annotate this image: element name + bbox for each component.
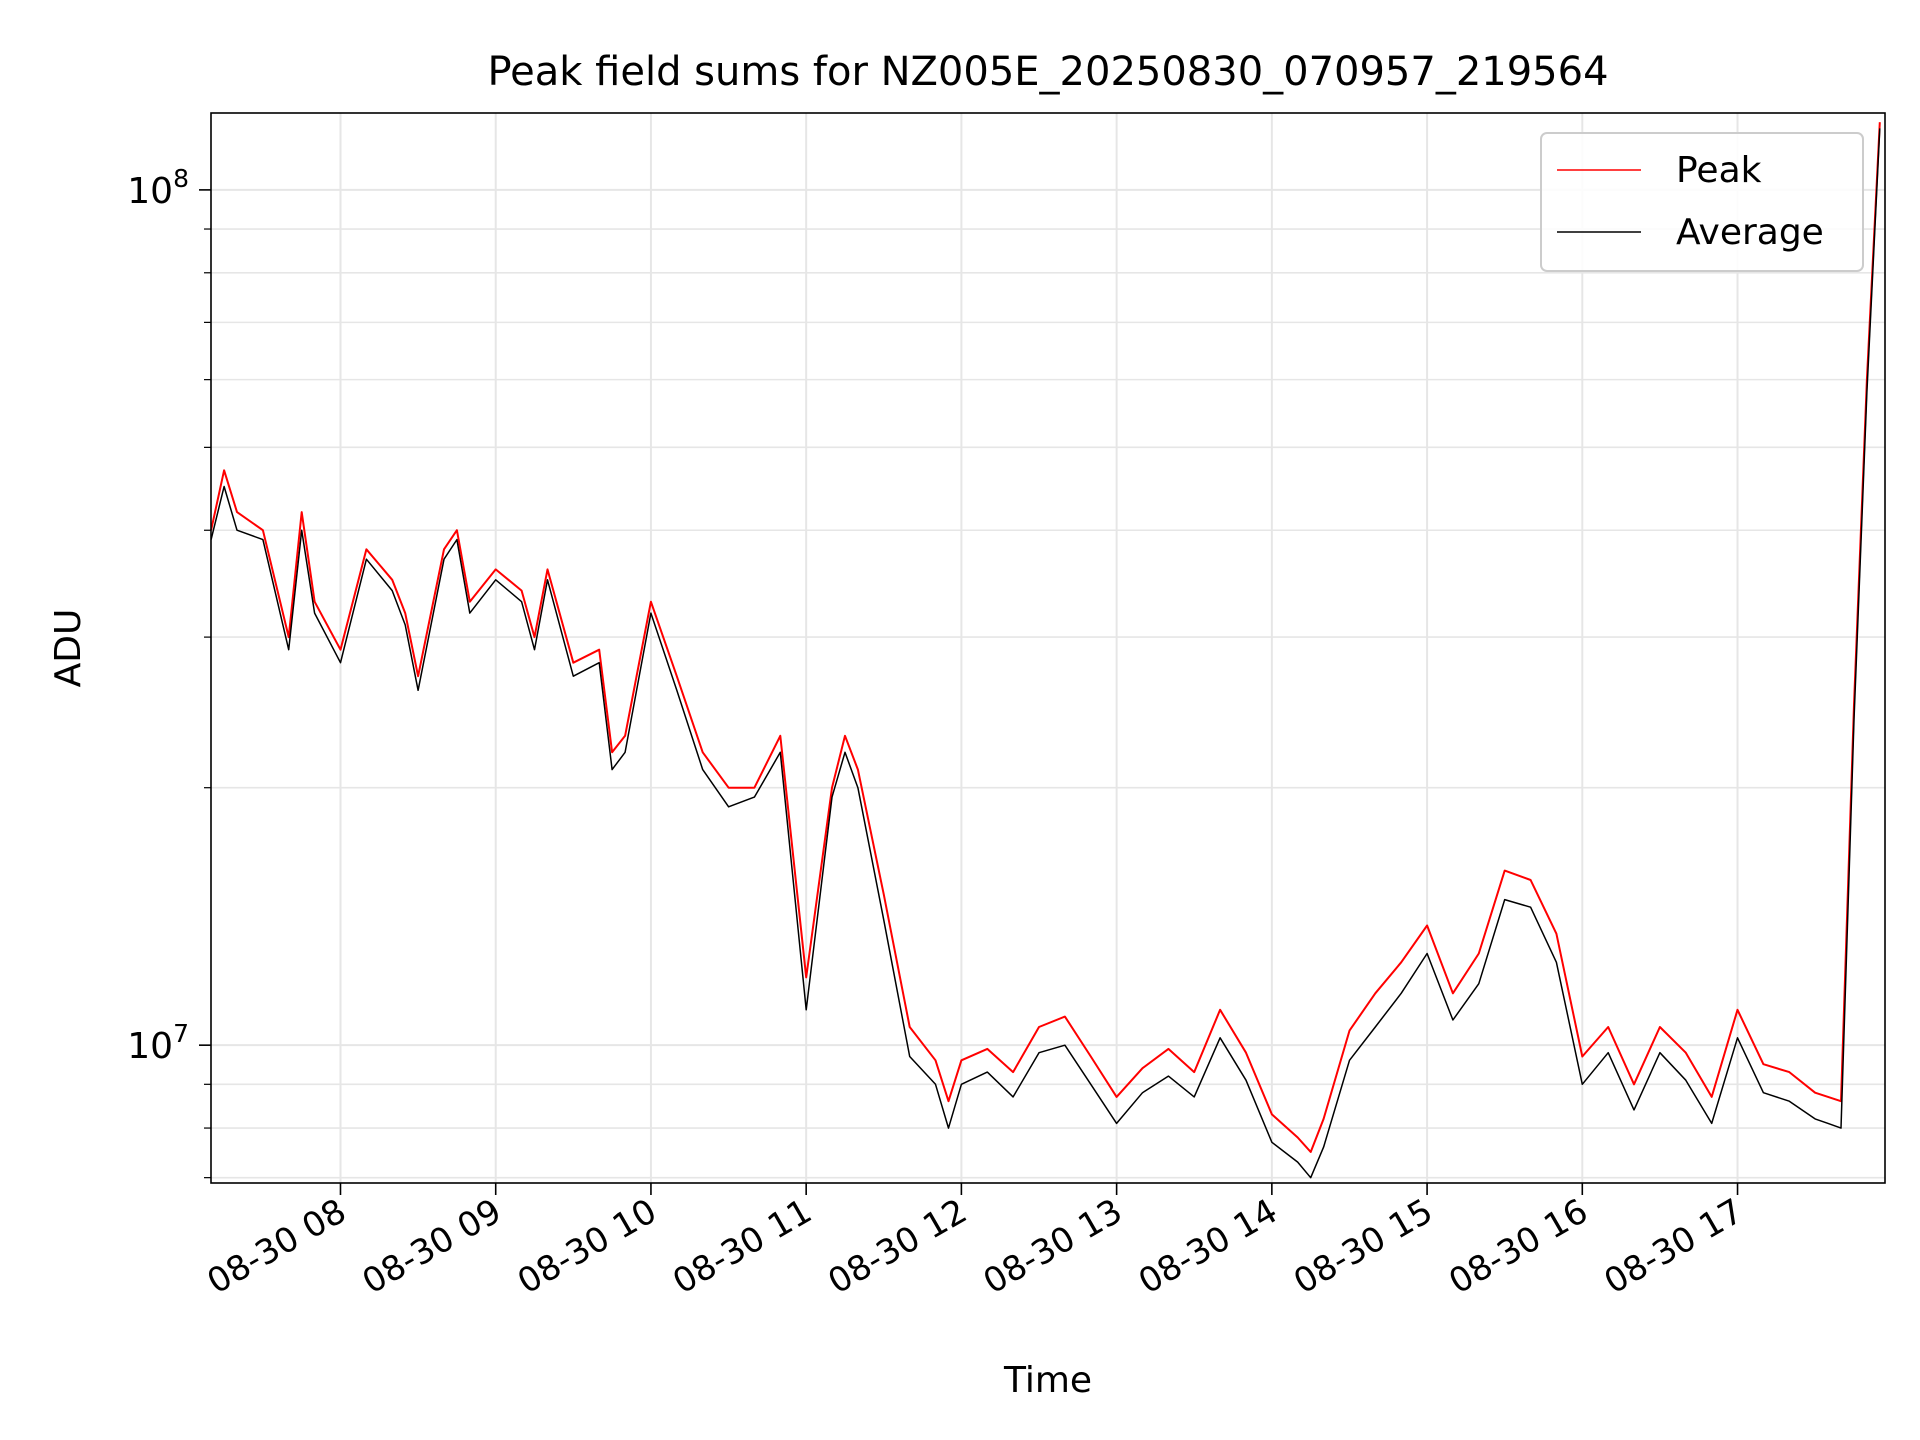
plot-frame	[210, 112, 1886, 1184]
y-tick-label: 108	[127, 164, 189, 212]
x-axis-label: Time	[1003, 1360, 1092, 1401]
y-axis-label: ADU	[48, 609, 89, 688]
series-line-average	[210, 128, 1881, 1179]
y-axis-ticks: 107 108	[127, 164, 211, 1179]
legend: Peak Average	[1540, 132, 1864, 272]
legend-label-average: Average	[1676, 212, 1824, 253]
chart-title: Peak field sums for NZ005E_20250830_0709…	[487, 49, 1608, 95]
series-line-peak	[210, 122, 1881, 1153]
grid	[211, 113, 1885, 1183]
y-tick-label: 107	[127, 1019, 189, 1067]
legend-label-peak: Peak	[1676, 150, 1762, 191]
series-layer	[210, 122, 1881, 1179]
legend-box	[1540, 132, 1864, 272]
